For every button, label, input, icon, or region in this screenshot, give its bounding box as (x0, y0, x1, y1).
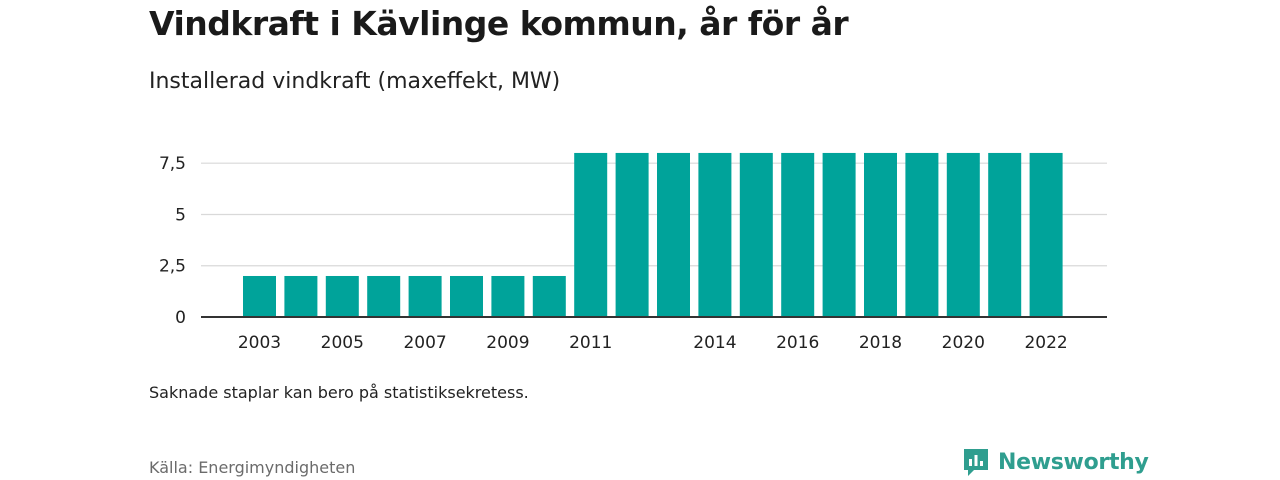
bar-2004 (284, 275, 318, 317)
newsworthy-logo-icon (964, 449, 988, 476)
x-tick-label: 2009 (486, 333, 529, 353)
x-tick-label: 2007 (403, 333, 446, 353)
bar-2009 (491, 275, 525, 317)
x-tick-label: 2003 (238, 333, 281, 353)
bar-2005 (325, 275, 359, 317)
bar-2007 (408, 275, 442, 317)
bar-2018 (864, 152, 897, 317)
bar-chart: 0 2,5 5 7,5 2003 2005 2007 2009 2011 2014 2016 2018… (159, 152, 1107, 353)
bar-2021 (988, 152, 1022, 317)
x-tick-label: 2018 (859, 333, 902, 353)
y-tick-label: 0 (175, 308, 186, 328)
bar-2008 (450, 275, 483, 317)
bar-2011 (574, 152, 608, 317)
bar-2020 (946, 152, 980, 317)
x-tick-label: 2016 (776, 333, 819, 353)
brand-logo: Newsworthy (962, 447, 1149, 477)
chart-subtitle: Installerad vindkraft (maxeffekt, MW) (149, 69, 561, 94)
bar-2016 (781, 152, 815, 317)
chart-title: Vindkraft i Kävlinge kommun, år för år (149, 4, 849, 43)
footnote: Saknade staplar kan bero på statistiksek… (149, 383, 529, 402)
x-tick-label: 2020 (942, 333, 985, 353)
y-tick-label: 5 (175, 205, 186, 225)
bar-2006 (367, 275, 401, 317)
y-tick-label: 2,5 (159, 257, 186, 277)
bar-2019 (905, 152, 939, 317)
source-text: Källa: Energimyndigheten (149, 458, 356, 477)
x-tick-label: 2022 (1024, 333, 1067, 353)
x-tick-label: 2011 (569, 333, 612, 353)
bar-2010 (532, 275, 566, 317)
bar-2022 (1029, 152, 1063, 317)
bar-2014 (698, 152, 732, 317)
bar-2012 (615, 152, 649, 317)
x-tick-label: 2005 (321, 333, 364, 353)
x-tick-label: 2014 (693, 333, 736, 353)
y-tick-label: 7,5 (159, 154, 186, 174)
bar-2015 (739, 152, 773, 317)
bar-2017 (822, 152, 856, 317)
bar-2013 (657, 152, 690, 317)
brand-name: Newsworthy (998, 449, 1149, 475)
bar-2003 (243, 275, 276, 317)
